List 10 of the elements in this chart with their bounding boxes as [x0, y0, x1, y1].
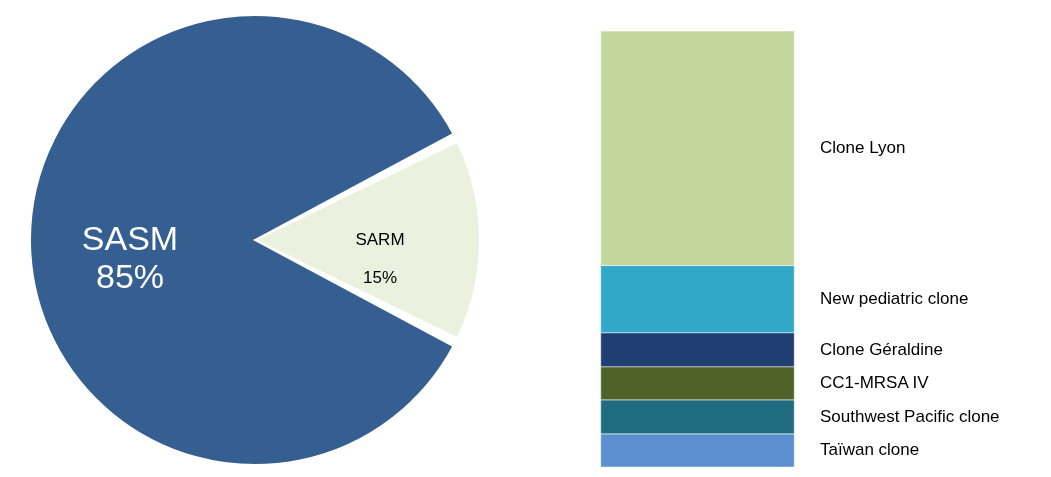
- series-label: Taïwan clone: [820, 440, 920, 460]
- slice-label: SARM: [355, 230, 405, 249]
- slice-label: SASM: [81, 219, 179, 257]
- series-label: CC1-MRSA IV: [820, 373, 930, 393]
- data-label: 85%: [95, 257, 165, 295]
- data-label: 15%: [362, 268, 398, 287]
- series-label: Clone Lyon: [820, 138, 906, 158]
- series-label: New pediatric clone: [820, 289, 969, 309]
- series-label: Clone Géraldine: [820, 339, 943, 359]
- series-label: Southwest Pacific clone: [820, 406, 1000, 426]
